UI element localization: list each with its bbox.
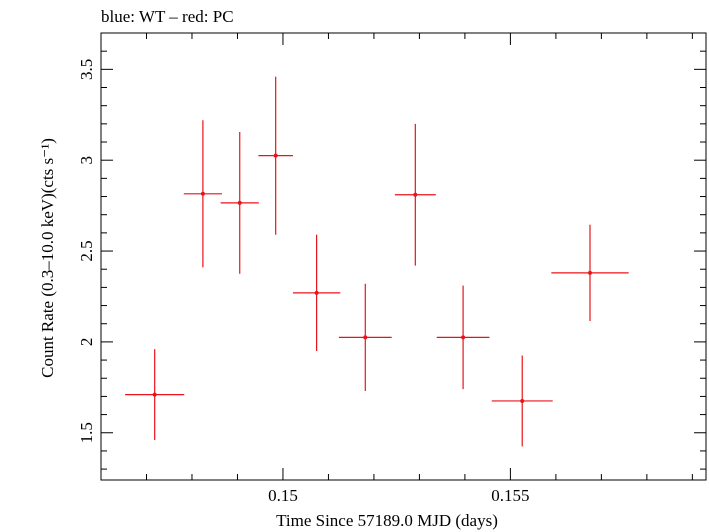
y-tick-label: 3 <box>77 156 96 165</box>
data-points <box>125 76 629 447</box>
point-marker <box>520 398 525 403</box>
y-tick-label: 1.5 <box>77 422 96 443</box>
data-point <box>220 132 259 274</box>
point-marker <box>461 335 466 340</box>
data-point <box>551 224 629 322</box>
plot-frame <box>100 32 707 481</box>
point-marker <box>413 192 418 197</box>
chart-title: blue: WT – red: PC <box>101 7 234 26</box>
y-tick-label: 3.5 <box>77 59 96 80</box>
x-tick-label: 0.155 <box>491 486 529 505</box>
y-axis-label: Count Rate (0.3–10.0 keV)(cts s⁻¹) <box>38 138 57 378</box>
data-point <box>292 234 341 351</box>
data-point <box>125 349 185 441</box>
y-tick-label: 2.5 <box>77 240 96 261</box>
point-marker <box>588 270 593 275</box>
data-point <box>436 285 490 390</box>
y-tick-label: 2 <box>77 338 96 347</box>
point-marker <box>200 191 205 196</box>
point-marker <box>273 153 278 158</box>
x-tick-label: 0.15 <box>268 486 298 505</box>
data-point <box>491 355 553 447</box>
data-point <box>258 76 293 235</box>
x-axis-label: Time Since 57189.0 MJD (days) <box>276 511 498 530</box>
point-marker <box>363 335 368 340</box>
data-point <box>183 120 222 268</box>
point-marker <box>152 392 157 397</box>
data-point <box>394 123 436 266</box>
point-marker <box>314 290 319 295</box>
axis-ticks <box>100 32 706 480</box>
data-point <box>338 283 392 391</box>
point-marker <box>237 200 242 205</box>
axis-tick-labels: 0.15 0.155 1.5 2 2.5 3 3.5 <box>77 59 530 505</box>
